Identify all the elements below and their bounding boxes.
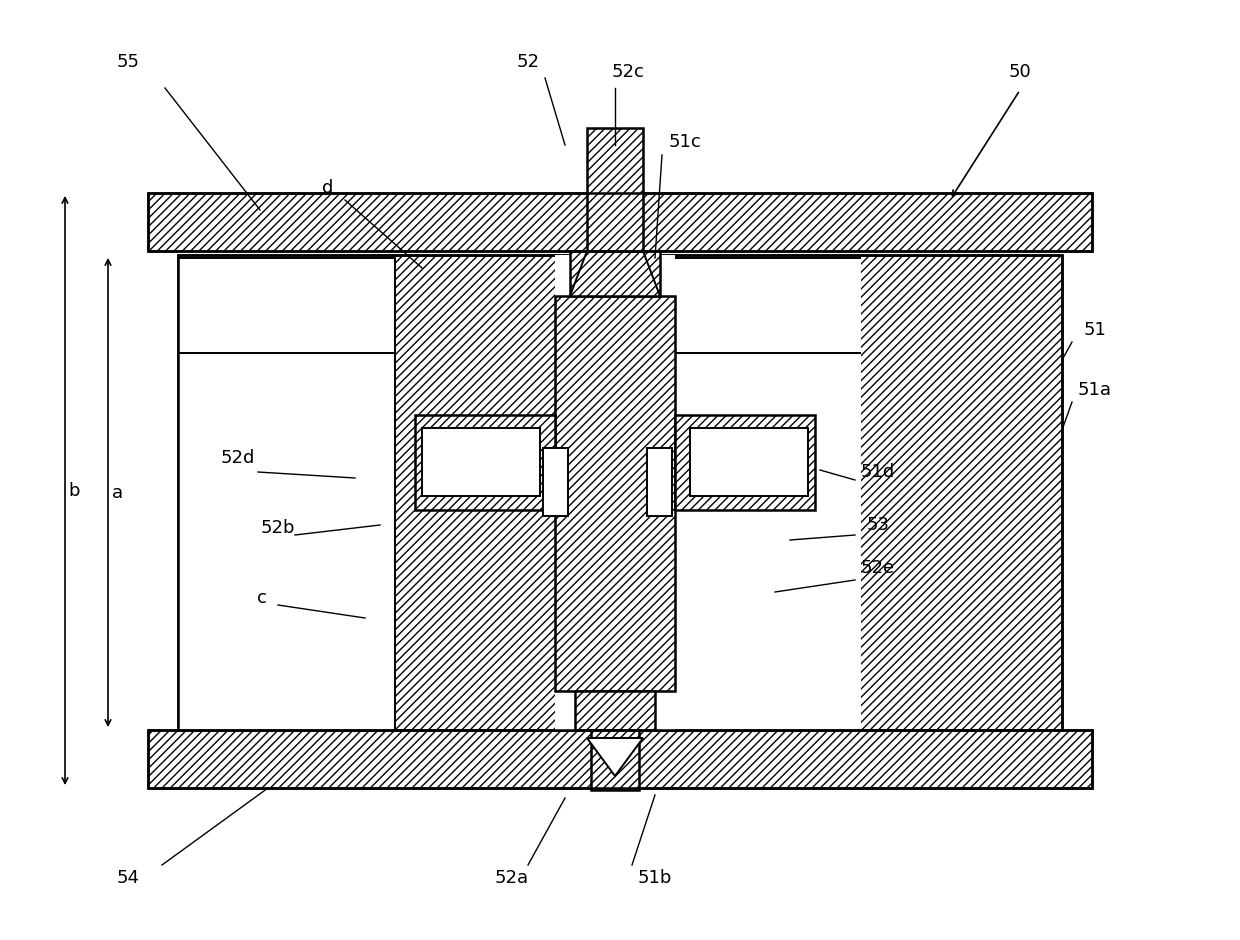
Text: 51b: 51b <box>637 869 672 887</box>
Bar <box>148 193 1092 251</box>
Bar <box>148 730 1092 788</box>
Bar <box>179 255 1061 730</box>
Bar <box>647 448 672 516</box>
Bar <box>645 258 861 353</box>
Text: 51: 51 <box>1084 321 1106 339</box>
Text: 52d: 52d <box>221 449 255 467</box>
Text: a: a <box>112 483 123 502</box>
Bar <box>645 353 861 731</box>
Text: d: d <box>322 179 334 197</box>
Text: 54: 54 <box>117 869 140 887</box>
Text: 51d: 51d <box>861 463 895 481</box>
Bar <box>570 251 660 296</box>
Text: 52b: 52b <box>260 519 295 537</box>
Bar <box>556 255 675 730</box>
Bar <box>180 258 396 353</box>
Bar <box>689 428 808 496</box>
Bar <box>556 296 675 691</box>
Text: 53: 53 <box>867 516 889 534</box>
Text: b: b <box>68 481 79 499</box>
Bar <box>543 448 568 516</box>
Text: 52: 52 <box>517 53 539 71</box>
Text: 52e: 52e <box>861 559 895 577</box>
Text: 50: 50 <box>1008 63 1032 81</box>
Text: 55: 55 <box>117 53 140 71</box>
Bar <box>148 730 1092 788</box>
Bar <box>415 415 556 510</box>
Bar <box>148 193 1092 251</box>
Bar <box>180 353 396 731</box>
Polygon shape <box>587 738 644 776</box>
Text: c: c <box>257 589 267 607</box>
Bar <box>179 255 1061 730</box>
Text: 52a: 52a <box>495 869 529 887</box>
Text: 51a: 51a <box>1078 381 1112 399</box>
Text: 52c: 52c <box>611 63 645 81</box>
Bar <box>587 128 644 251</box>
Bar <box>422 428 539 496</box>
Bar <box>575 691 655 730</box>
Text: 51c: 51c <box>668 133 702 151</box>
Bar <box>675 415 815 510</box>
Bar <box>591 730 639 790</box>
